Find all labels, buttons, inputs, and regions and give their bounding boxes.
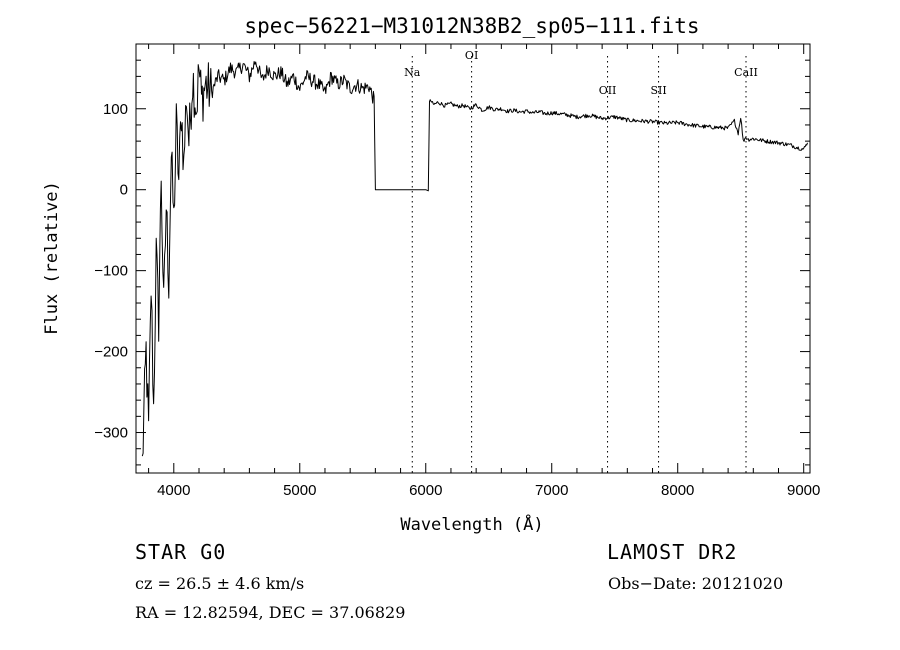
- plot-frame: [135, 43, 811, 474]
- line-marker-label: OI: [465, 49, 478, 62]
- line-marker-label: SII: [650, 84, 666, 97]
- series-layer: [141, 61, 808, 457]
- observation-date: Obs−Date: 20121020: [608, 574, 784, 593]
- y-axis-label: Flux (relative): [42, 181, 62, 335]
- x-tick-label: 9000: [787, 482, 820, 499]
- x-tick-label: 4000: [157, 482, 190, 499]
- object-class: STAR G0: [135, 540, 227, 564]
- y-tick-label: −100: [94, 263, 128, 280]
- x-tick-label: 5000: [283, 482, 316, 499]
- axis-ticks: 4000 5000 6000 7000 8000 9000 −300 −200 −100 0 100: [94, 44, 820, 499]
- survey-name: LAMOST DR2: [607, 540, 738, 564]
- spectral-line-markers: Na OI OII SII CaII: [404, 49, 758, 473]
- y-tick-label: 0: [120, 182, 128, 199]
- line-marker-label: CaII: [734, 66, 758, 79]
- x-tick-label: 8000: [661, 482, 694, 499]
- redshift-velocity: cz = 26.5 ± 4.6 km/s: [135, 574, 305, 593]
- x-axis-label: Wavelength (Å): [400, 513, 543, 535]
- y-tick-label: 100: [103, 101, 128, 118]
- x-tick-label: 6000: [409, 482, 442, 499]
- x-tick-label: 7000: [535, 482, 568, 499]
- chart-title: spec−56221−M31012N38B2_sp05−111.fits: [244, 14, 699, 38]
- line-marker-label: Na: [404, 66, 421, 79]
- y-tick-label: −300: [94, 425, 128, 442]
- spectrum-line: [141, 61, 808, 457]
- ra-dec-coordinates: RA = 12.82594, DEC = 37.06829: [135, 603, 406, 622]
- line-marker-label: OII: [599, 84, 617, 97]
- y-tick-label: −200: [94, 344, 128, 361]
